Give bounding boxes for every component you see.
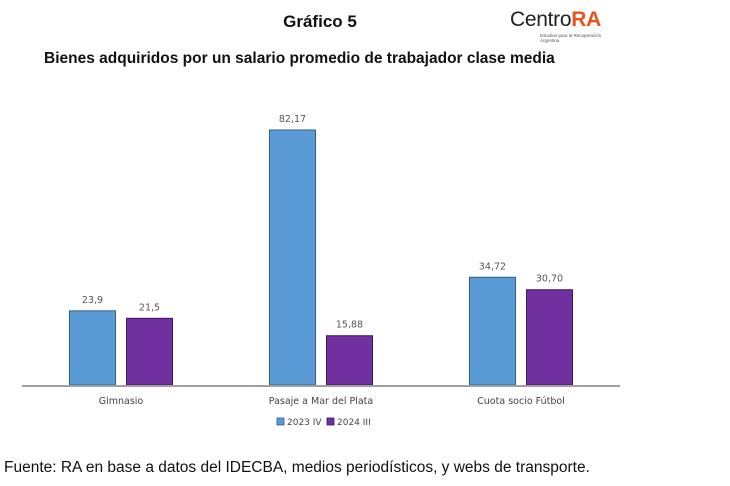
category-label-pasaje-a-mar-del-plata: Pasaje a Mar del Plata [269,396,373,407]
legend-label-2023-iv: 2023 IV [287,418,322,428]
category-label-cuota-socio-futbol: Cuota socio Fútbol [477,396,565,407]
logo-tagline: Estudios para la Recuperación Argentina [540,33,602,43]
chart-title: Bienes adquiridos por un salario promedi… [44,50,555,67]
data-label-cuota-socio-futbol-2024-iii: 30,70 [536,274,563,285]
bar-pasaje-a-mar-del-plata-2024-iii [326,335,373,386]
source-note: Fuente: RA en base a datos del IDECBA, m… [4,459,590,476]
bar-cuota-socio-futbol-2024-iii [526,289,573,386]
logo-main-text: Centro [510,8,572,31]
data-labels-group: 23,9 21,5 82,17 15,88 34,72 30,70 [82,114,563,331]
legend-swatch-2023-iv [276,417,285,426]
bar-pasaje-a-mar-del-plata-2023-iv [269,129,316,386]
legend-label-2024-iii: 2024 III [337,418,371,428]
bar-cuota-socio-futbol-2023-iv [469,276,516,386]
data-label-cuota-socio-futbol-2023-iv: 34,72 [479,261,506,272]
legend: 2023 IV 2024 III [276,417,371,428]
legend-swatch-2024-iii [326,417,335,426]
category-labels-group: Gimnasio Pasaje a Mar del Plata Cuota soci… [99,396,565,407]
legend-item-2023-iv: 2023 IV [276,417,322,428]
data-label-pasaje-a-mar-del-plata-2024-iii: 15,88 [336,320,363,331]
category-label-gimnasio: Gimnasio [99,396,144,407]
legend-item-2024-iii: 2024 III [326,417,371,428]
centro-ra-logo: CentroRA Estudios para la Recuperación A… [510,8,620,44]
chart-number-title: Gráfico 5 [283,12,357,31]
data-label-pasaje-a-mar-del-plata-2023-iv: 82,17 [279,114,306,125]
bars-group [69,129,573,386]
data-label-gimnasio-2023-iv: 23,9 [82,295,103,306]
logo-wordmark: CentroRA [510,8,601,31]
logo-accent-text: RA [571,8,601,31]
bar-gimnasio-2023-iv [69,310,116,386]
bar-gimnasio-2024-iii [126,317,173,386]
data-label-gimnasio-2024-iii: 21,5 [139,302,160,313]
